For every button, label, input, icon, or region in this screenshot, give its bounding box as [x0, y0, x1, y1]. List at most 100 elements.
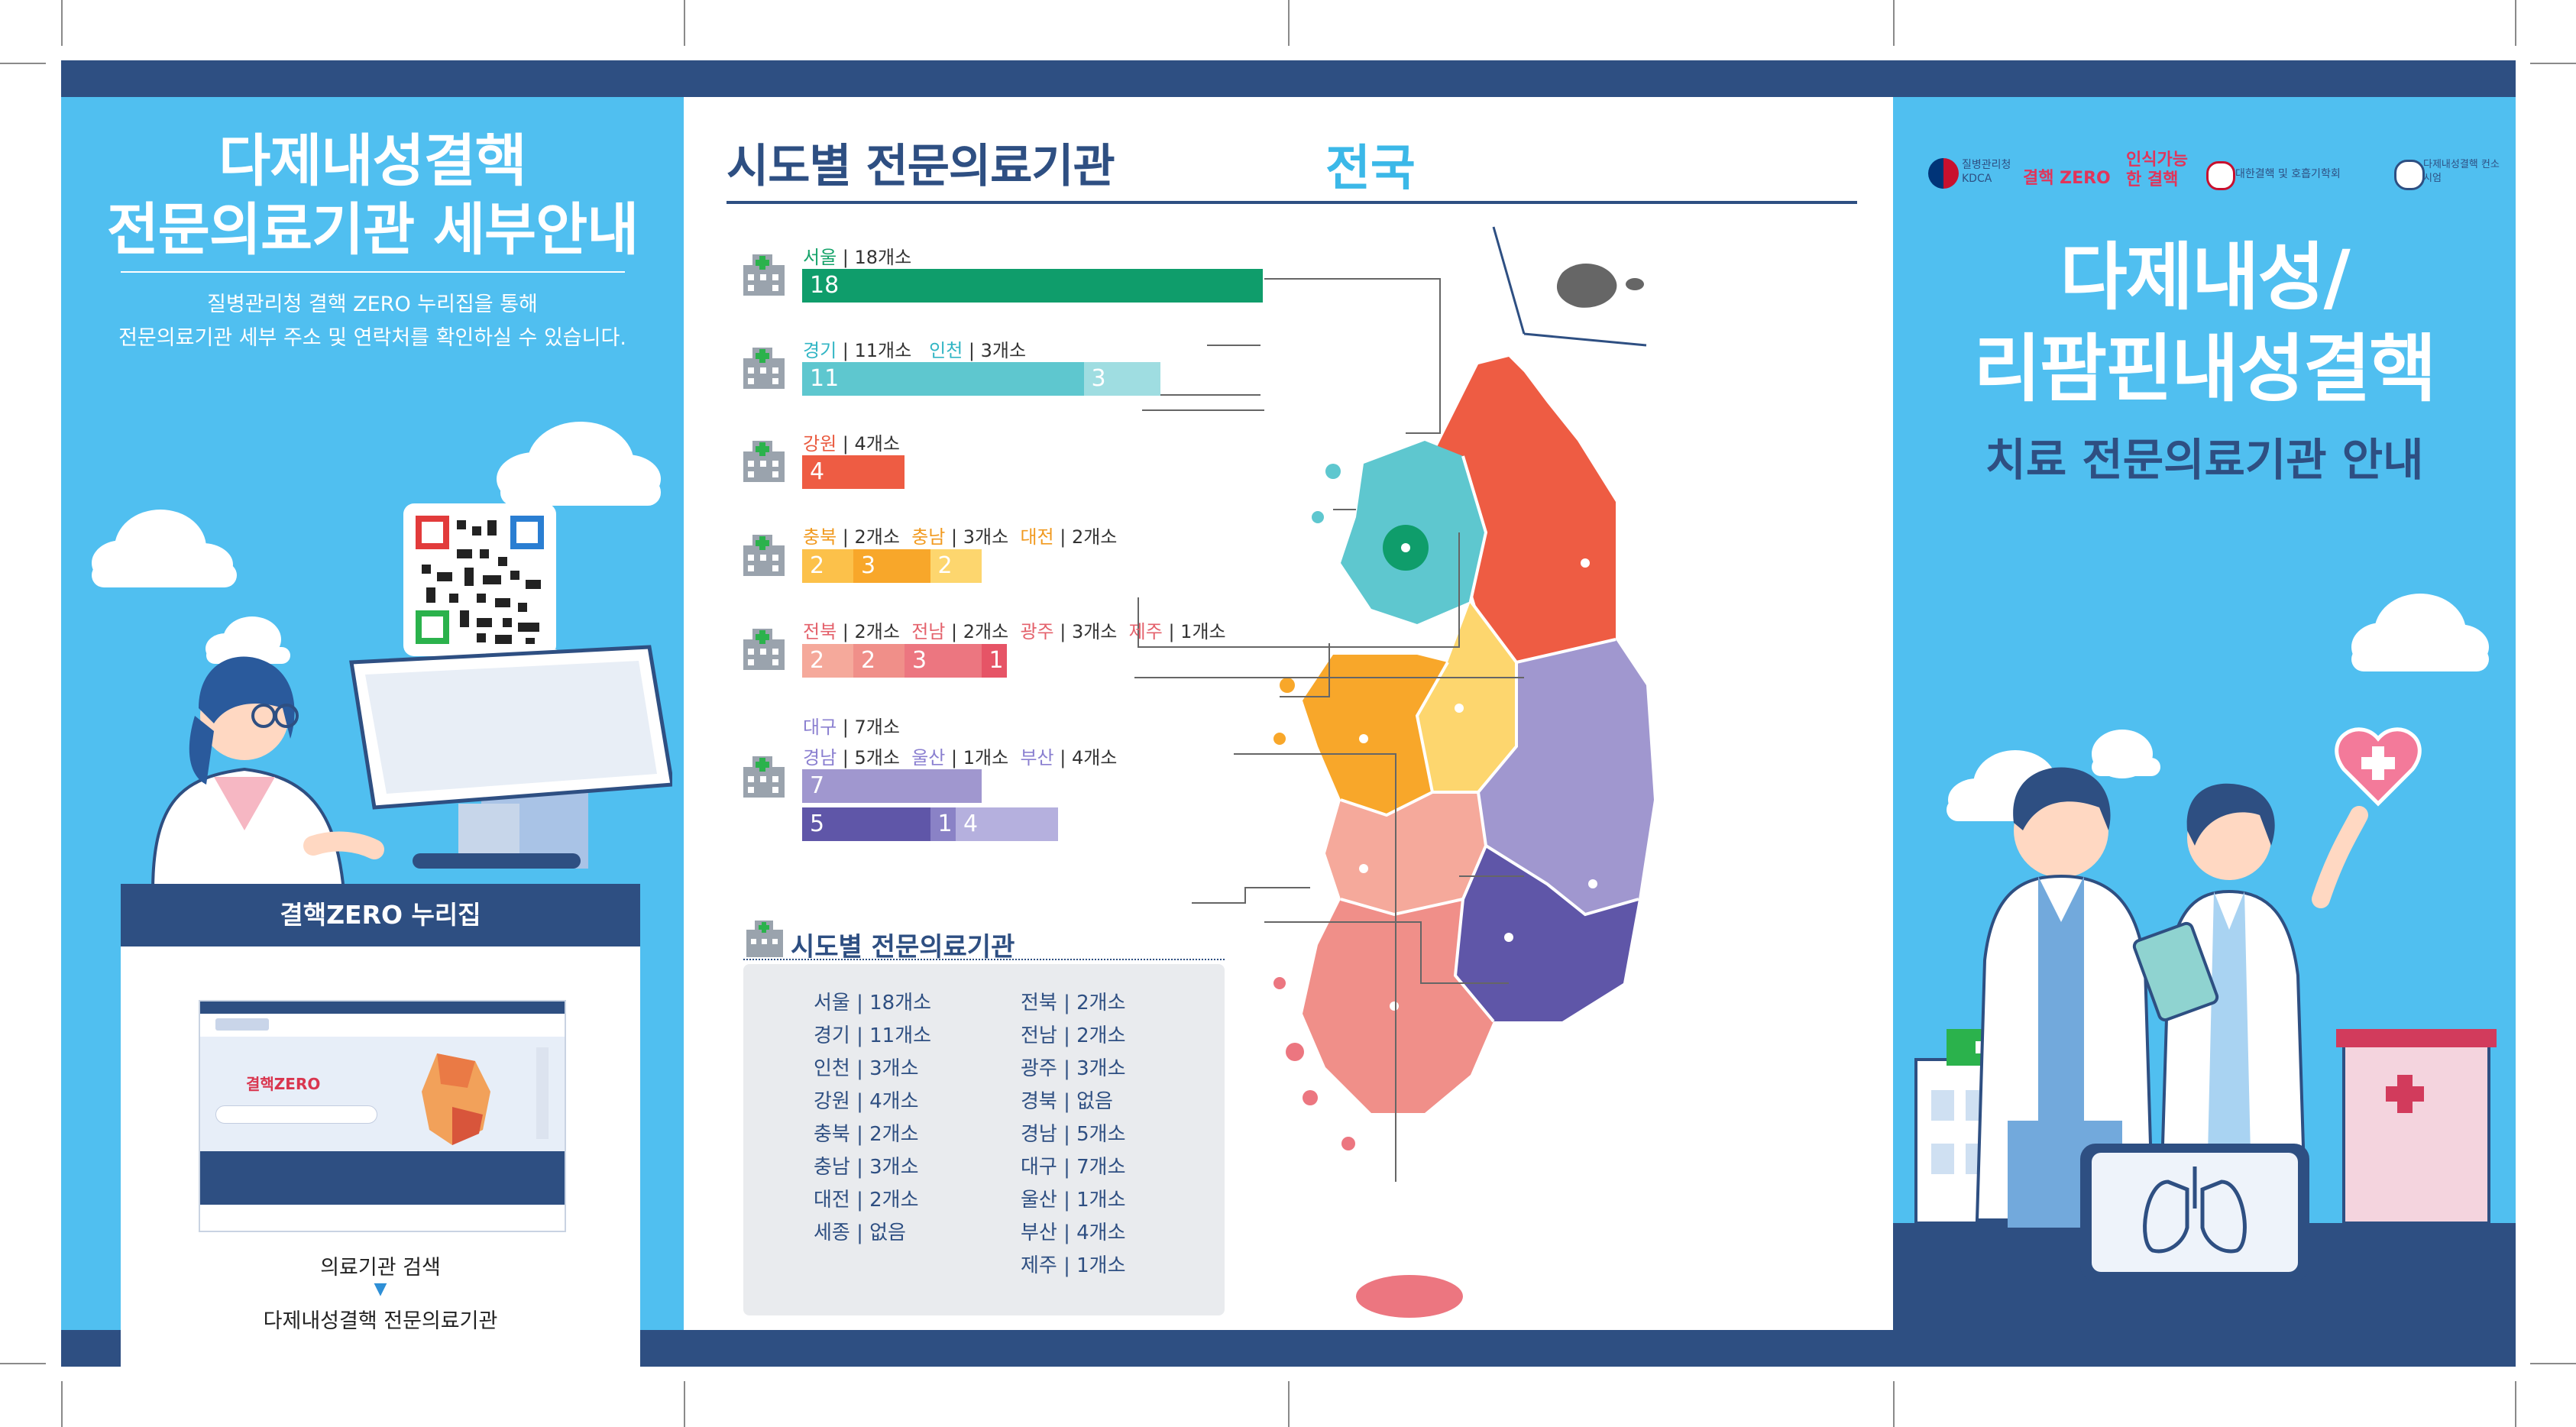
list-item: 제주 | 1개소 — [1021, 1254, 1126, 1277]
list-item: 강원 | 4개소 — [814, 1090, 919, 1113]
tbzero-url-banner[interactable]: 결핵ZERO 누리집 https://tbzero.kdca.go.kr — [121, 884, 640, 992]
divider — [121, 271, 625, 273]
mini-map-icon — [422, 1053, 490, 1145]
hospital-icon — [743, 441, 785, 482]
middle-panel: 시도별 전문의료기관 전국 — [684, 97, 1893, 1330]
region-name: 대전 — [1020, 526, 1054, 548]
region-name: 인천 — [929, 340, 963, 361]
region-name: 강원 — [803, 433, 837, 455]
list-item: 서울 | 18개소 — [814, 992, 932, 1014]
doctor-at-computer-illustration — [150, 645, 672, 891]
region-label-gangwon: 강원 | 4개소 — [803, 433, 900, 455]
region-name: 부산 — [1020, 747, 1054, 769]
logo-row: 질병관리청 KDCA 결핵 ZERO 인식가능한 결핵 대한결핵 및 호흡기학회… — [1908, 141, 2504, 210]
right-panel: 질병관리청 KDCA 결핵 ZERO 인식가능한 결핵 대한결핵 및 호흡기학회… — [1893, 97, 2516, 1330]
crop-mark — [2530, 63, 2576, 64]
region-count: 2개소 — [854, 621, 900, 642]
list-item: 충북 | 2개소 — [814, 1123, 919, 1146]
hospital-icon — [743, 629, 785, 670]
region-label-seoul: 서울 | 18개소 — [803, 247, 912, 268]
bar-segment: 5 — [802, 807, 930, 841]
region-count: 11개소 — [854, 340, 912, 361]
top-band — [61, 60, 2516, 97]
region-list-box: 서울 | 18개소 경기 | 11개소 인천 | 3개소 강원 | 4개소 충북… — [743, 964, 1225, 1315]
bar-segment: 2 — [853, 644, 905, 678]
crop-mark — [0, 63, 46, 64]
logo-consortium: 다제내성결핵 컨소시엄 — [2423, 159, 2500, 184]
logo-kdca: 질병관리청 KDCA — [1962, 159, 2011, 185]
region-bar-gangwon: 4 — [802, 455, 905, 489]
website-screenshot[interactable]: 결핵ZERO — [199, 1000, 566, 1232]
crop-mark — [2515, 0, 2516, 46]
list-title: 시도별 전문의료기관 — [791, 932, 1015, 963]
crop-mark — [2515, 1381, 2516, 1427]
region-count: 18개소 — [854, 247, 912, 268]
crop-mark — [1288, 1381, 1290, 1427]
bar-segment: 4 — [956, 807, 1058, 841]
crop-mark — [684, 0, 685, 46]
crop-mark — [1288, 0, 1290, 46]
region-bar-gyeonggi: 11 3 — [802, 362, 1160, 396]
region-label-chungcheong: 충북 | 2개소 충남 | 3개소 대전 | 2개소 — [803, 526, 1118, 548]
middle-scope: 전국 — [1325, 141, 1416, 197]
list-item: 세종 | 없음 — [814, 1222, 906, 1244]
logo-tbzero: 결핵 ZERO — [2023, 169, 2111, 188]
list-item: 전남 | 2개소 — [1021, 1024, 1126, 1047]
caption-arrow-icon: ▼ — [374, 1280, 387, 1299]
bar-segment: 11 — [802, 362, 1084, 396]
list-column-left: 서울 | 18개소 경기 | 11개소 인천 | 3개소 강원 | 4개소 충북… — [814, 987, 931, 1250]
society-emblem-icon — [2206, 161, 2235, 190]
korea-map — [1273, 226, 1654, 1318]
region-name: 충남 — [911, 526, 946, 548]
consortium-emblem-icon — [2394, 160, 2425, 190]
list-item: 부산 | 4개소 — [1021, 1222, 1126, 1244]
region-count: 3개소 — [1071, 621, 1118, 642]
region-label-gyeonggi: 경기 | 11개소 인천 | 3개소 — [803, 340, 1027, 361]
region-label-jeolla: 전북 | 2개소 전남 | 2개소 광주 | 3개소 제주 | 1개소 — [803, 621, 1226, 642]
region-name: 서울 — [803, 247, 837, 268]
hospital-icon — [743, 535, 785, 576]
region-name: 대구 — [803, 717, 837, 738]
left-title-line1: 다제내성결핵 — [218, 128, 526, 194]
bar-segment: 4 — [802, 455, 905, 489]
hero-area — [200, 1037, 565, 1151]
bar-segment: 3 — [1083, 362, 1160, 396]
list-item: 인천 | 3개소 — [814, 1057, 919, 1080]
logo-society: 대한결핵 및 호흡기학회 — [2235, 168, 2341, 180]
list-column-right: 전북 | 2개소 전남 | 2개소 광주 | 3개소 경북 | 없음 경남 | … — [1021, 987, 1126, 1283]
region-bar-seoul: 18 — [802, 269, 1263, 303]
region-count: 2개소 — [1071, 526, 1118, 548]
region-name: 충북 — [803, 526, 837, 548]
browser-brand: 결핵ZERO — [246, 1075, 321, 1093]
caption-target: 다제내성결핵 전문의료기관 — [263, 1309, 498, 1333]
list-item: 대구 | 7개소 — [1021, 1156, 1126, 1179]
region-bar-daegu: 7 — [802, 769, 982, 803]
region-name: 제주 — [1128, 621, 1163, 642]
website-guide-card: 결핵ZERO 의료기관 검색 ▼ 다제내성결핵 전문의료기관 — [121, 946, 640, 1411]
crop-mark — [1893, 0, 1895, 46]
qr-code-icon — [416, 516, 544, 676]
hospital-icon — [743, 756, 785, 798]
left-desc-line1: 질병관리청 결핵 ZERO 누리집을 통해 — [207, 293, 538, 316]
bar-segment: 7 — [802, 769, 982, 803]
list-item: 경남 | 5개소 — [1021, 1123, 1126, 1146]
bar-segment: 3 — [853, 549, 930, 583]
region-name: 광주 — [1020, 621, 1054, 642]
list-item: 울산 | 1개소 — [1021, 1189, 1126, 1212]
hospital-icon — [743, 348, 785, 389]
right-subtitle: 치료 전문의료기관 안내 — [1985, 434, 2424, 486]
bar-segment: 18 — [802, 269, 1263, 303]
bar-segment: 1 — [981, 644, 1007, 678]
list-item: 경기 | 11개소 — [814, 1024, 932, 1047]
crop-mark — [61, 1381, 63, 1427]
site-search-input[interactable] — [215, 1105, 377, 1124]
kdca-emblem-icon — [1928, 158, 1959, 189]
list-item: 전북 | 2개소 — [1021, 992, 1126, 1014]
region-name: 경기 — [803, 340, 837, 361]
qr-code-bubble[interactable] — [403, 503, 556, 676]
list-item: 광주 | 3개소 — [1021, 1057, 1126, 1080]
bar-segment: 2 — [802, 644, 853, 678]
region-label-daegu: 대구 | 7개소 — [803, 717, 900, 738]
